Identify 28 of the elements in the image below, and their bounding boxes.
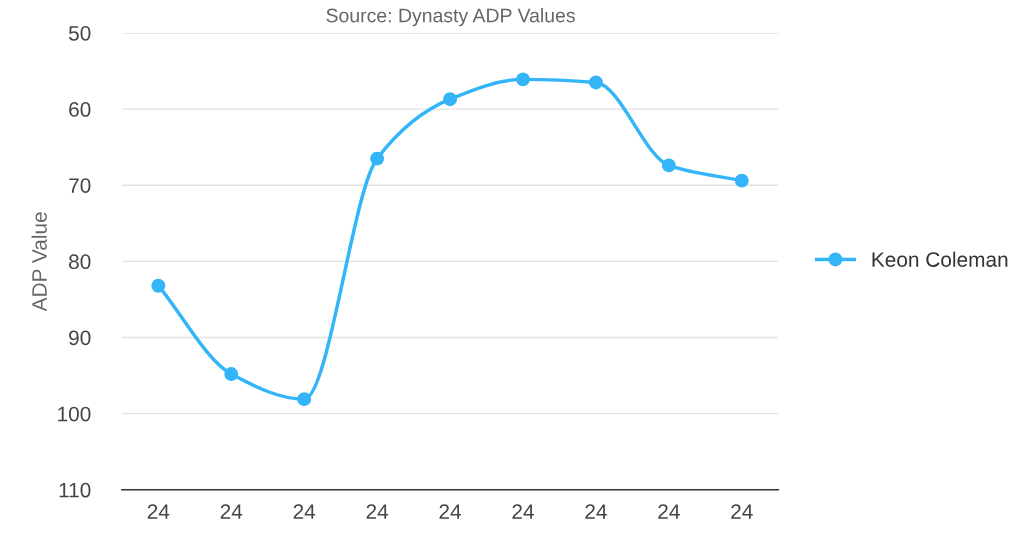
x-tick-label: 24 — [366, 504, 389, 519]
x-tick-label: 24 — [439, 504, 462, 519]
y-tick-label: 110 — [59, 482, 91, 498]
chart-subtitle: Source: Dynasty ADP Values — [326, 8, 575, 27]
y-tick-label: 60 — [69, 102, 91, 117]
point — [734, 173, 749, 188]
y-tick-label: 100 — [58, 406, 91, 422]
y-axis-title: ADP Value — [31, 212, 47, 312]
x-tick-label: 24 — [658, 504, 680, 519]
x-tick-label: 24 — [731, 504, 753, 519]
y-tick-label: 70 — [69, 178, 91, 193]
point — [297, 392, 312, 407]
y-tick-label: 90 — [69, 330, 91, 346]
y-tick-label: 80 — [69, 254, 91, 270]
point — [151, 278, 166, 293]
x-tick-label: 24 — [512, 504, 534, 519]
point — [443, 92, 457, 107]
y-tick-label: 50 — [68, 25, 91, 41]
legend-label: Keon Coleman — [872, 251, 1008, 267]
point — [516, 72, 530, 87]
point — [370, 151, 385, 166]
x-tick-label: 24 — [220, 504, 243, 519]
x-tick-label: 24 — [585, 504, 607, 519]
x-tick-label: 24 — [293, 504, 316, 519]
point — [588, 75, 603, 90]
x-tick-label: 24 — [147, 504, 170, 519]
point — [661, 158, 676, 173]
point — [224, 367, 239, 381]
